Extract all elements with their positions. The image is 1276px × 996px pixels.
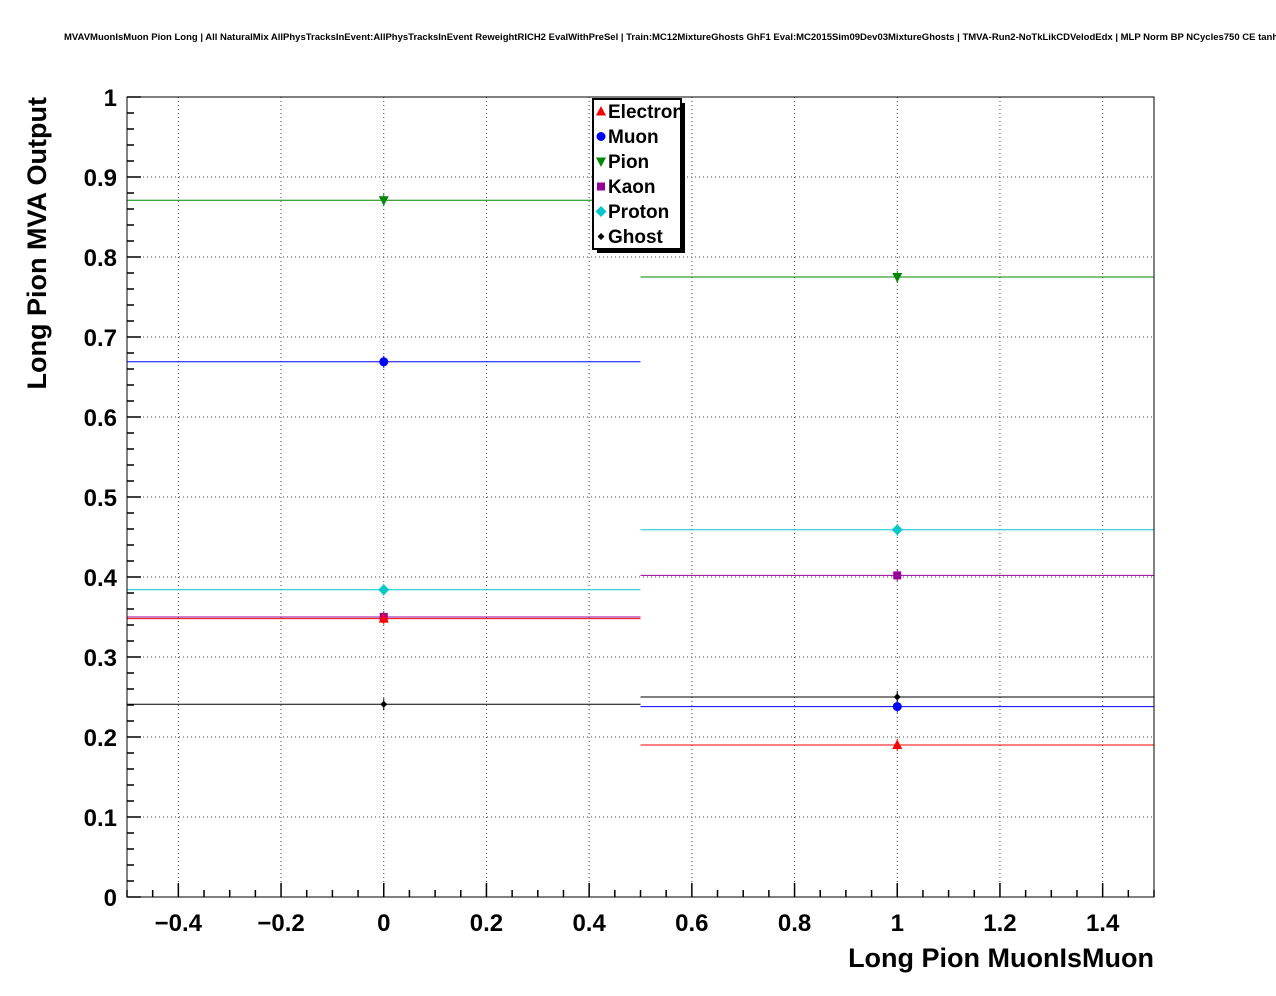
- series-layer: [127, 194, 1154, 751]
- x-tick-label: 1: [891, 910, 904, 937]
- x-tick-label: 1.4: [1086, 910, 1120, 937]
- series-electron: [127, 612, 1154, 751]
- legend-item-proton: Proton: [595, 202, 669, 223]
- data-marker: [379, 357, 389, 367]
- legend-item-label: Proton: [608, 202, 669, 223]
- series-muon: [127, 355, 1154, 713]
- data-marker: [892, 739, 903, 749]
- y-tick-label: 0.9: [84, 165, 117, 192]
- legend-item-kaon: Kaon: [597, 177, 656, 198]
- y-tick-label: 1: [104, 85, 117, 112]
- legend-item-pion: Pion: [596, 152, 649, 173]
- y-tick-label: 0: [104, 885, 117, 912]
- x-tick-label: 0: [377, 910, 390, 937]
- data-marker: [597, 233, 605, 240]
- y-tick-label: 0.2: [84, 725, 117, 752]
- x-tick-label: 0.6: [675, 910, 708, 937]
- y-tick-label: 0.3: [84, 645, 117, 672]
- grid-lines: [127, 97, 1154, 897]
- x-axis-title: Long Pion MuonIsMuon: [848, 943, 1154, 973]
- x-tick-label: 0.8: [778, 910, 811, 937]
- data-marker: [378, 196, 389, 206]
- legend-item-label: Ghost: [608, 227, 664, 248]
- y-tick-label: 0.8: [84, 245, 117, 272]
- y-tick-label: 0.5: [84, 485, 117, 512]
- legend-item-label: Pion: [608, 152, 649, 173]
- legend-item-ghost: Ghost: [597, 227, 664, 248]
- legend-item-muon: Muon: [596, 127, 659, 148]
- data-marker: [596, 157, 606, 167]
- legend-item-label: Muon: [608, 127, 659, 148]
- data-marker: [380, 700, 388, 708]
- plot-frame: [126, 96, 1155, 898]
- x-tick-labels: −0.4 −0.2 0 0.2 0.4 0.6 0.8 1 1.2 1.4: [155, 910, 1120, 937]
- data-marker: [596, 106, 606, 116]
- data-marker: [892, 273, 903, 283]
- data-marker: [891, 524, 903, 536]
- series-ghost: [127, 691, 1154, 711]
- data-marker: [378, 613, 389, 623]
- x-tick-label: 0.2: [470, 910, 503, 937]
- legend-item-label: Kaon: [608, 177, 656, 198]
- legend-box: [592, 98, 682, 250]
- data-marker: [892, 702, 902, 712]
- x-tick-label: −0.4: [155, 910, 203, 937]
- y-tick-label: 0.1: [84, 805, 117, 832]
- data-marker: [378, 584, 390, 596]
- y-tick-label: 0.7: [84, 325, 117, 352]
- data-marker: [893, 571, 902, 580]
- data-marker: [893, 693, 901, 701]
- series-pion: [127, 194, 1154, 283]
- legend-item-electron: Electron: [596, 102, 684, 123]
- x-tick-label: −0.2: [257, 910, 304, 937]
- legend: Electron Muon Pion Kaon Proton Ghost: [592, 98, 685, 253]
- y-axis-title: Long Pion MVA Output: [22, 97, 52, 390]
- series-proton: [127, 523, 1154, 596]
- data-marker: [596, 132, 606, 141]
- legend-item-label: Electron: [608, 102, 684, 123]
- plot-title: MVAVMuonIsMuon Pion Long | All NaturalMi…: [64, 32, 1276, 43]
- y-tick-label: 0.6: [84, 405, 117, 432]
- data-marker: [595, 206, 607, 217]
- x-tick-label: 0.4: [572, 910, 606, 937]
- y-tick-label: 0.4: [84, 565, 118, 592]
- x-tick-label: 1.2: [983, 910, 1016, 937]
- data-marker: [597, 182, 605, 191]
- y-tick-labels: 0 0.1 0.2 0.3 0.4 0.5 0.6 0.7 0.8 0.9 1: [84, 85, 118, 912]
